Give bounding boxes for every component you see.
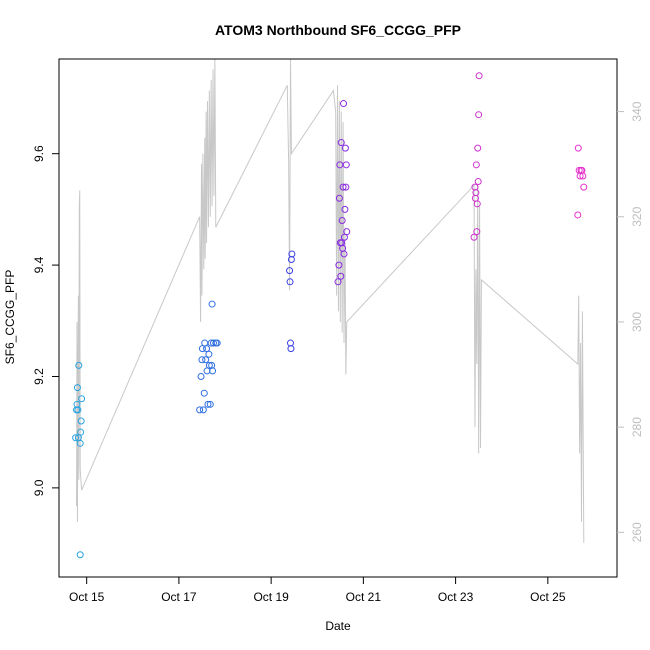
data-point [208, 300, 216, 308]
x-tick-label: Oct 23 [438, 590, 474, 604]
data-point [197, 372, 205, 380]
data-point [288, 250, 296, 258]
y2-tick-label: 320 [630, 206, 644, 226]
data-point [341, 144, 349, 152]
y2-tick-label: 300 [630, 312, 644, 332]
scatter-points [72, 72, 588, 559]
data-point [286, 278, 294, 286]
data-point [473, 228, 481, 236]
data-point [72, 434, 80, 442]
x-tick-label: Oct 25 [530, 590, 566, 604]
x-tick-label: Oct 19 [253, 590, 289, 604]
data-point [338, 217, 346, 225]
data-point [76, 551, 84, 559]
data-point [337, 272, 345, 280]
data-point [472, 161, 480, 169]
data-point [78, 395, 86, 403]
y2-tick-label: 340 [630, 101, 644, 121]
data-point [209, 367, 217, 375]
chart-title: ATOM3 Northbound SF6_CCGG_PFP [215, 22, 461, 38]
data-point [472, 189, 480, 197]
data-point [76, 439, 84, 447]
y-tick-label: 9.4 [32, 256, 46, 273]
plot-frame [58, 58, 618, 578]
x-tick-label: Oct 15 [69, 590, 105, 604]
data-point [209, 339, 217, 347]
data-point [334, 278, 342, 286]
data-point [73, 384, 81, 392]
data-point [342, 183, 350, 191]
data-point [473, 200, 481, 208]
data-point [341, 205, 349, 213]
data-point [475, 72, 483, 80]
data-point [340, 250, 348, 258]
data-point [198, 356, 206, 364]
secondary-series-line [76, 58, 585, 543]
data-point [196, 406, 204, 414]
data-point [213, 339, 221, 347]
data-point [342, 161, 350, 169]
y-axis-left: 9.0 9.2 9.4 9.6 [32, 145, 59, 496]
y-tick-label: 9.0 [32, 479, 46, 496]
data-point [339, 183, 347, 191]
data-point [287, 345, 295, 353]
data-point [205, 361, 213, 369]
data-point [475, 111, 483, 119]
y2-tick-label: 280 [630, 417, 644, 437]
data-point [204, 400, 212, 408]
data-point [574, 144, 582, 152]
x-tick-label: Oct 21 [346, 590, 382, 604]
y2-tick-label: 260 [630, 522, 644, 542]
x-axis-label: Date [325, 619, 351, 633]
secondary-line-path [76, 58, 585, 543]
y-tick-label: 9.6 [32, 145, 46, 162]
x-axis: Oct 15 Oct 17 Oct 19 Oct 21 Oct 23 Oct 25 [69, 577, 566, 604]
data-point [206, 400, 214, 408]
data-point [335, 194, 343, 202]
data-point [286, 267, 294, 275]
data-point [75, 361, 83, 369]
data-point [77, 417, 85, 425]
data-point [579, 172, 587, 180]
data-point [200, 389, 208, 397]
data-point [199, 406, 207, 414]
y-axis-right: 260 280 300 320 340 [617, 101, 644, 542]
y-tick-label: 9.2 [32, 368, 46, 385]
y-axis-label: SF6_CCGG_PFP [3, 270, 17, 365]
data-point [202, 356, 210, 364]
data-point [343, 228, 351, 236]
data-point [205, 350, 213, 358]
data-point [474, 178, 482, 186]
data-point [77, 428, 85, 436]
data-point [337, 139, 345, 147]
data-point [74, 406, 82, 414]
data-point [340, 100, 348, 108]
data-point [335, 261, 343, 269]
x-tick-label: Oct 17 [161, 590, 197, 604]
data-point [470, 233, 478, 241]
data-point [574, 211, 582, 219]
data-point [474, 144, 482, 152]
data-point [580, 183, 588, 191]
